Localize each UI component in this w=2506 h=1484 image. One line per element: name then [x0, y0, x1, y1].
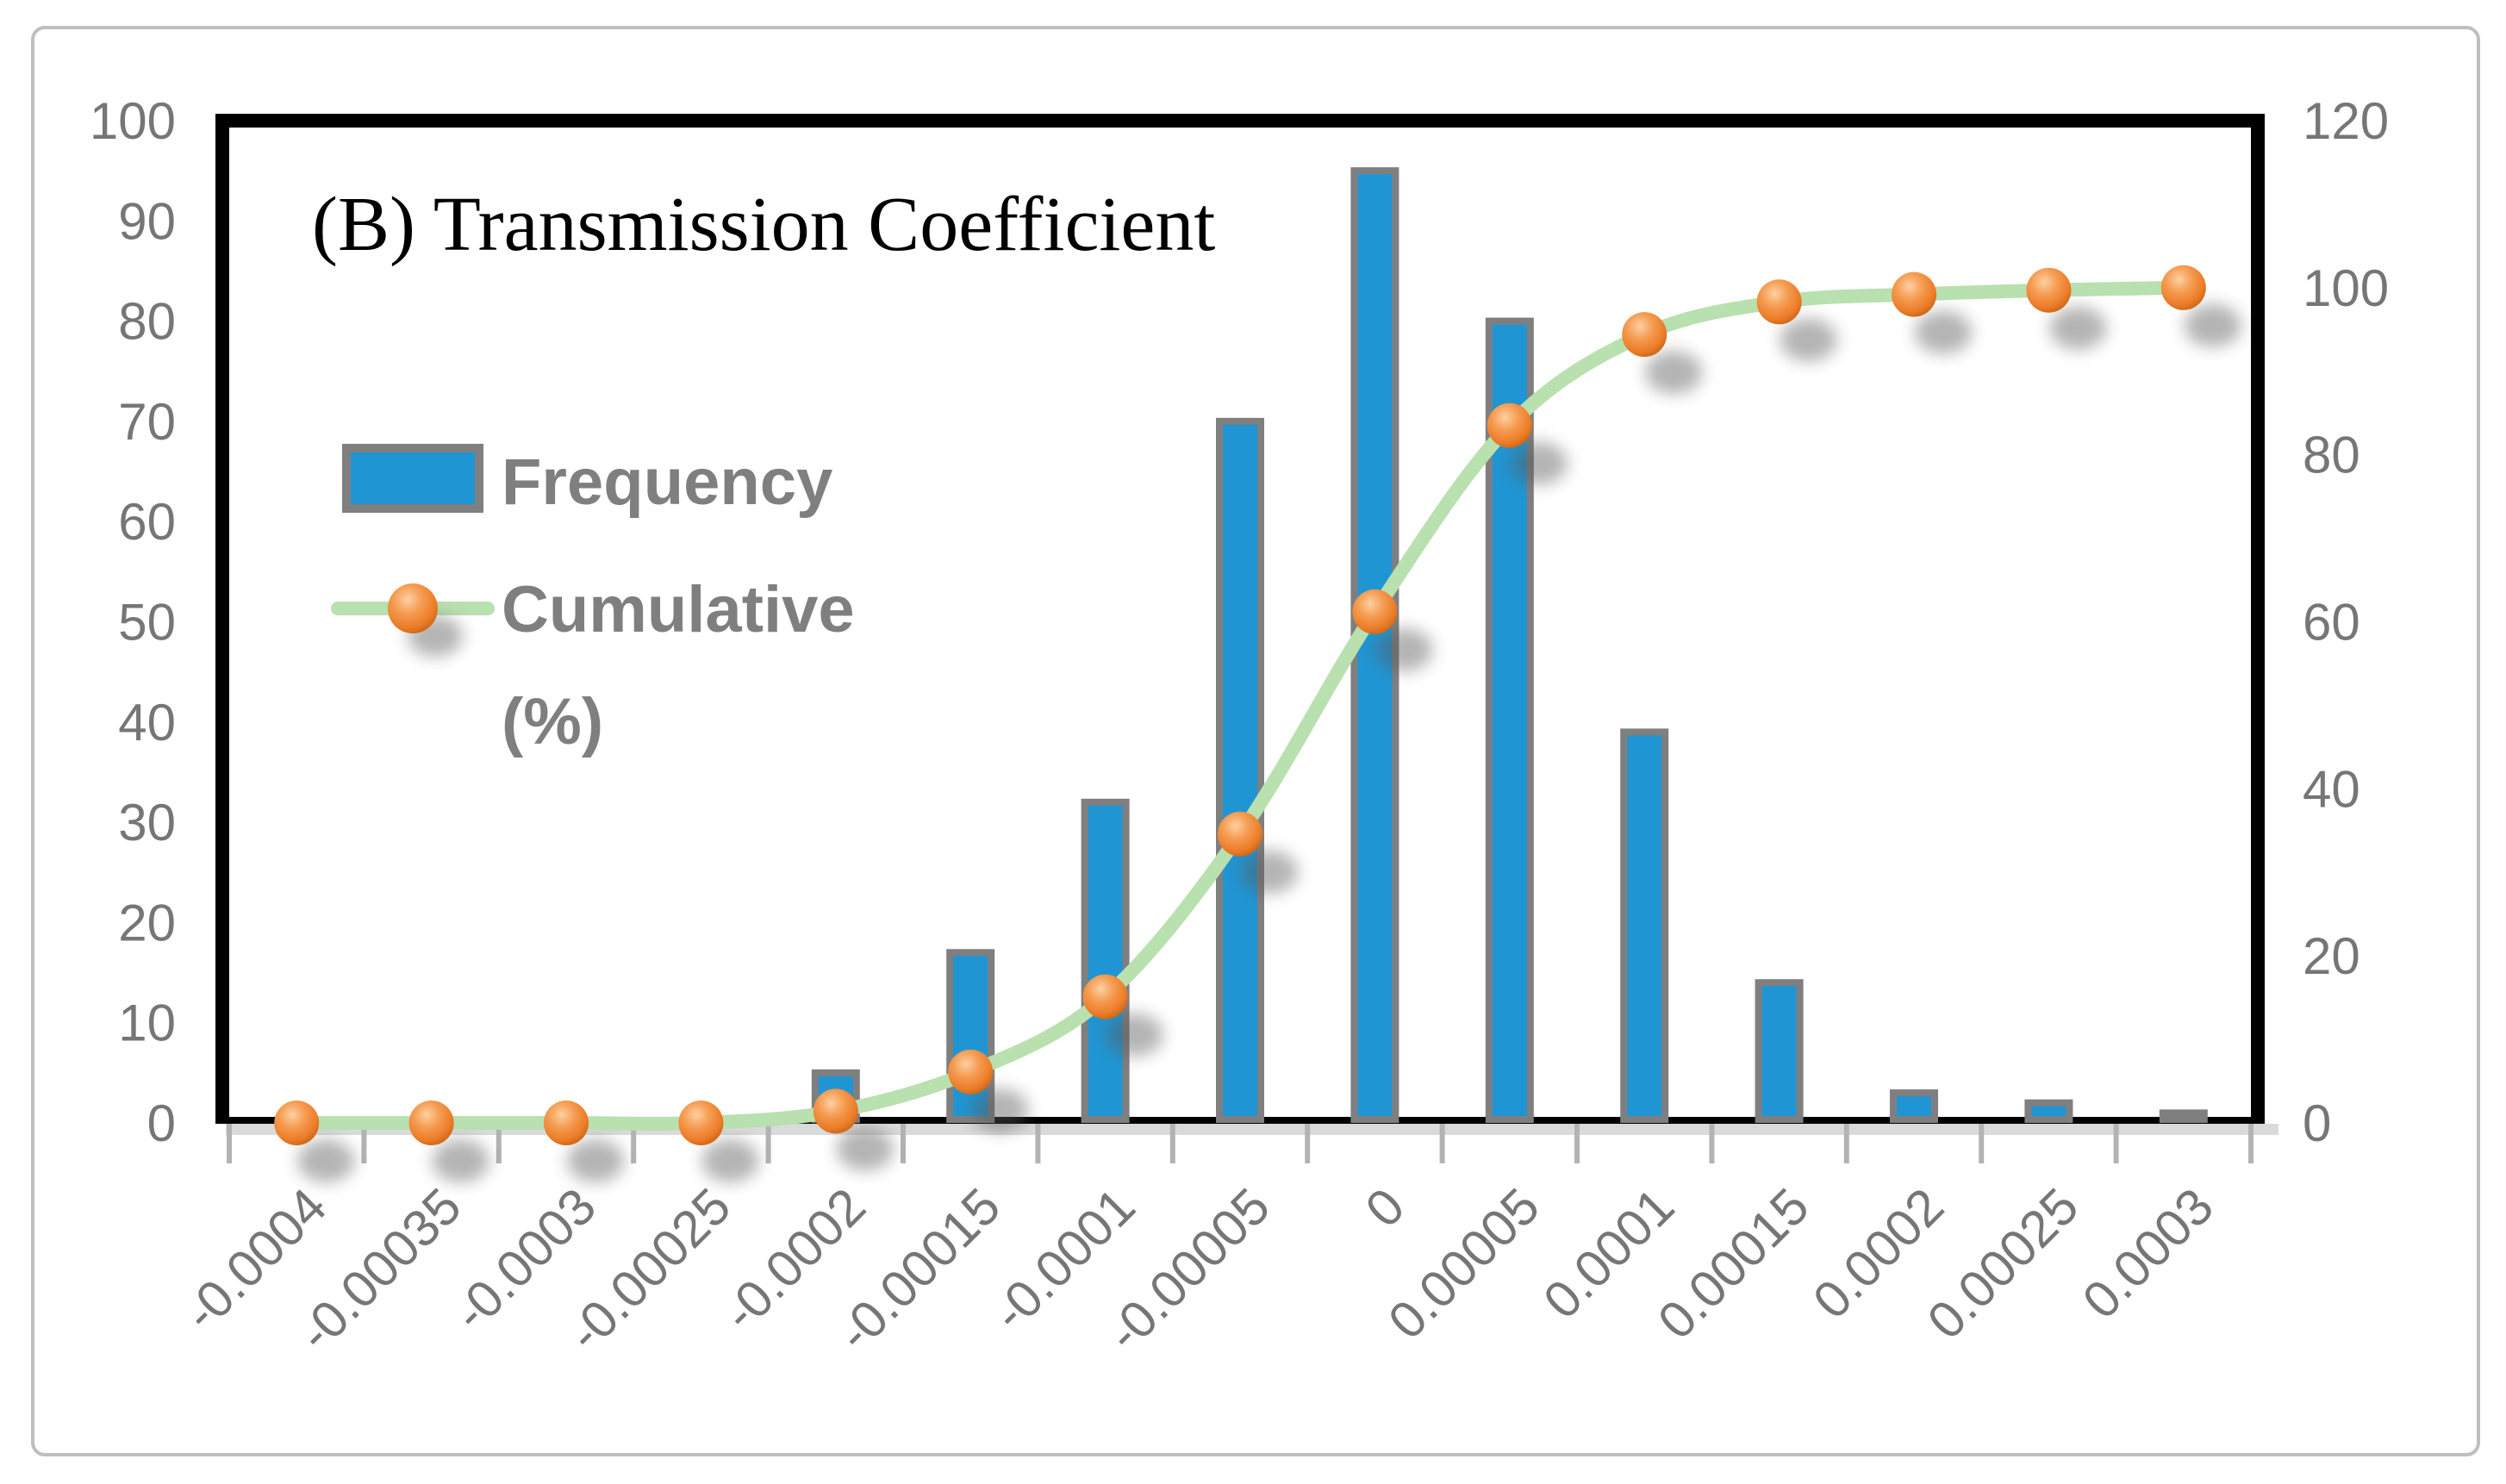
cumulative-point [2026, 267, 2072, 313]
frequency-bar [1620, 728, 1669, 1124]
legend-frequency-label: Frequency [502, 446, 832, 519]
marker-shadow [2049, 306, 2107, 350]
legend: Frequency Cumulative (%) [331, 444, 855, 758]
legend-frequency-swatch [342, 444, 483, 513]
y-left-tick-label: 50 [118, 594, 176, 652]
frequency-bar [1081, 798, 1130, 1123]
frequency-bar [1485, 317, 1534, 1124]
x-axis-tick [1305, 1124, 1311, 1163]
y-left-tick-label: 40 [118, 694, 176, 751]
y-left-tick-label: 10 [118, 995, 176, 1052]
cumulative-line [290, 280, 2191, 1132]
cumulative-point [1892, 271, 1936, 317]
marker-shadow [836, 1127, 894, 1171]
cumulative-point [1622, 312, 1668, 358]
plot-frame-top [215, 114, 2265, 128]
x-axis-tick [631, 1124, 637, 1163]
cumulative-point [408, 1101, 454, 1145]
frequency-bar [1216, 417, 1264, 1123]
marker-shadow [1375, 627, 1433, 671]
marker-shadow [567, 1139, 624, 1182]
cumulative-point [544, 1101, 589, 1145]
y-left-tick-label: 30 [118, 794, 176, 851]
marker-shadow [701, 1139, 759, 1182]
marker-shadow [1241, 850, 1298, 894]
y-left-tick-label: 90 [118, 192, 176, 250]
cumulative-point [1082, 974, 1128, 1019]
chart-title: (B) Transmission Coefficient [312, 182, 1215, 267]
plot-frame-left [215, 114, 229, 1123]
legend-cumulative-marker [388, 583, 438, 633]
marker-shadow [1780, 318, 1837, 362]
cumulative-point [813, 1088, 858, 1134]
y-right-tick-label: 40 [2303, 760, 2360, 818]
plot-frame-right [2251, 114, 2265, 1123]
x-axis-tick [2248, 1124, 2254, 1163]
y-right-tick-label: 20 [2303, 927, 2360, 985]
legend-cumulative-label-line1: Cumulative [502, 573, 855, 646]
marker-shadow [1106, 1013, 1163, 1057]
y-left-tick-label: 60 [118, 493, 176, 551]
x-axis-tick [901, 1124, 906, 1163]
cumulative-point [2160, 265, 2206, 310]
x-axis-tick [765, 1124, 771, 1163]
x-axis-tick [1574, 1124, 1580, 1163]
marker-shadow [2184, 303, 2241, 347]
x-axis-tick [2113, 1124, 2119, 1163]
cumulative-point [1352, 589, 1398, 634]
marker-shadow [1510, 441, 1568, 485]
frequency-bar [1755, 979, 1804, 1123]
marker-shadow [1915, 310, 1972, 354]
x-axis-tick [496, 1124, 502, 1163]
x-axis-tick [1169, 1124, 1175, 1163]
y-left-tick-label: 0 [147, 1094, 176, 1152]
cumulative-point [1218, 811, 1262, 857]
frequency-bar [2024, 1099, 2073, 1123]
x-axis-tick [1035, 1124, 1041, 1163]
y-right-tick-label: 0 [2303, 1094, 2331, 1152]
frequency-bar [1890, 1089, 1938, 1123]
y-left-tick-label: 100 [90, 92, 176, 150]
legend-cumulative-label-line2: (%) [502, 685, 603, 758]
cumulative-point [274, 1101, 320, 1145]
frequency-bar [2159, 1109, 2208, 1124]
x-axis-tick [361, 1124, 367, 1163]
y-right-tick-label: 60 [2303, 594, 2360, 652]
y-left-tick-label: 20 [118, 894, 176, 951]
cumulative-point [1756, 279, 1802, 325]
y-right-tick-label: 80 [2303, 427, 2360, 484]
cumulative-point [1487, 402, 1532, 448]
y-left-tick-label: 70 [118, 393, 176, 451]
x-axis-tick [1979, 1124, 1985, 1163]
y-left-tick-label: 80 [118, 293, 176, 351]
x-axis-tick [227, 1124, 232, 1163]
marker-shadow [297, 1139, 355, 1182]
marker-shadow [971, 1088, 1029, 1132]
cumulative-point [678, 1101, 724, 1145]
marker-shadow [432, 1139, 489, 1182]
y-right-tick-label: 100 [2303, 259, 2389, 317]
y-right-tick-label: 120 [2303, 92, 2389, 150]
x-axis-tick [1843, 1124, 1849, 1163]
x-axis-tick [1439, 1124, 1445, 1163]
cumulative-point [948, 1049, 994, 1094]
x-axis-tick [1709, 1124, 1715, 1163]
marker-shadow [1645, 351, 1703, 395]
